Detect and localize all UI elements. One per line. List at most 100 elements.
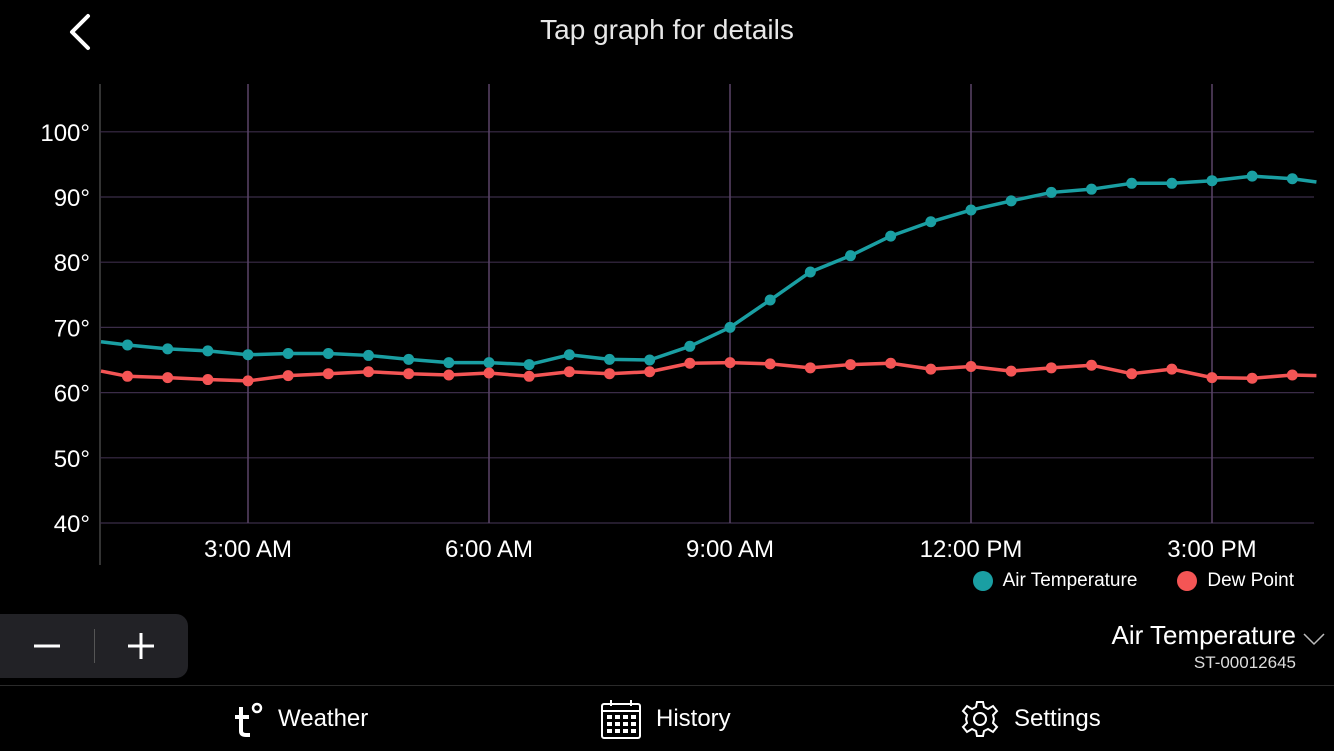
- data-point-air-temperature[interactable]: [202, 345, 214, 357]
- data-point-dew-point[interactable]: [684, 357, 696, 369]
- data-point-dew-point[interactable]: [1126, 368, 1138, 380]
- back-button[interactable]: [62, 10, 102, 54]
- data-point-dew-point[interactable]: [122, 370, 133, 382]
- data-point-air-temperature[interactable]: [1286, 173, 1298, 185]
- data-point-dew-point[interactable]: [1086, 359, 1097, 371]
- data-point-dew-point[interactable]: [724, 357, 736, 369]
- zoom-out-button[interactable]: [0, 614, 94, 678]
- data-point-dew-point[interactable]: [804, 362, 816, 374]
- data-point-dew-point[interactable]: [1246, 372, 1258, 384]
- data-point-dew-point[interactable]: [523, 370, 535, 382]
- data-point-air-temperature[interactable]: [403, 353, 415, 365]
- zoom-in-button[interactable]: [95, 614, 189, 678]
- calendar-icon: [601, 699, 641, 739]
- data-point-air-temperature[interactable]: [242, 349, 254, 361]
- data-point-dew-point[interactable]: [363, 366, 374, 378]
- data-point-dew-point[interactable]: [1005, 365, 1017, 377]
- nav-settings[interactable]: Settings: [960, 686, 1101, 751]
- data-point-air-temperature[interactable]: [1086, 183, 1097, 195]
- divider: [93, 629, 95, 663]
- page-title: Tap graph for details: [540, 14, 794, 45]
- data-point-air-temperature[interactable]: [604, 353, 615, 365]
- data-point-dew-point[interactable]: [885, 357, 897, 369]
- data-point-air-temperature[interactable]: [684, 340, 696, 352]
- data-point-air-temperature[interactable]: [1126, 177, 1138, 189]
- chart[interactable]: 100° 90° 80° 70° 60° 50° 40° 3:00 AM 6:00 AM 9:00…: [0, 70, 1334, 610]
- data-point-dew-point[interactable]: [845, 359, 856, 371]
- legend-item-air-temperature: Air Temperature: [972, 570, 1138, 592]
- nav-settings-label: Settings: [1014, 704, 1101, 732]
- x-tick-label: 3:00 PM: [1167, 536, 1256, 563]
- data-point-air-temperature[interactable]: [1206, 175, 1218, 187]
- data-point-air-temperature[interactable]: [1005, 195, 1017, 207]
- x-tick-label: 3:00 AM: [204, 536, 292, 563]
- data-point-dew-point[interactable]: [282, 370, 294, 382]
- data-point-dew-point[interactable]: [764, 358, 776, 370]
- metric-label: Air Temperature: [1111, 620, 1297, 650]
- x-tick-label: 9:00 AM: [686, 536, 774, 563]
- data-point-air-temperature[interactable]: [965, 204, 977, 216]
- legend-dot-air-temperature: [972, 571, 993, 591]
- data-point-air-temperature[interactable]: [925, 216, 937, 228]
- zoom-control: [0, 614, 188, 678]
- data-point-dew-point[interactable]: [965, 361, 977, 373]
- metric-selector[interactable]: Air Temperature ST-00012645: [1111, 620, 1325, 673]
- data-point-air-temperature[interactable]: [483, 357, 495, 369]
- data-point-dew-point[interactable]: [604, 368, 615, 380]
- bottom-navigation: Weather History Settings: [0, 685, 1334, 751]
- data-point-dew-point[interactable]: [1206, 372, 1218, 384]
- nav-history[interactable]: History: [600, 686, 731, 751]
- nav-weather-label: Weather: [278, 704, 369, 732]
- data-point-air-temperature[interactable]: [885, 230, 897, 242]
- data-point-air-temperature[interactable]: [724, 321, 736, 333]
- legend-item-dew-point: Dew Point: [1177, 570, 1294, 592]
- legend-label: Dew Point: [1207, 570, 1294, 591]
- data-point-air-temperature[interactable]: [764, 294, 776, 306]
- y-tick-label: 90°: [54, 185, 90, 212]
- data-point-air-temperature[interactable]: [644, 354, 656, 366]
- data-point-dew-point[interactable]: [403, 368, 415, 380]
- data-point-air-temperature[interactable]: [523, 359, 535, 371]
- data-point-dew-point[interactable]: [483, 367, 495, 379]
- data-point-dew-point[interactable]: [925, 363, 937, 375]
- nav-history-label: History: [656, 704, 731, 732]
- data-point-dew-point[interactable]: [644, 366, 656, 378]
- data-point-dew-point[interactable]: [1286, 369, 1298, 381]
- plus-icon: [128, 633, 155, 659]
- y-tick-label: 80°: [54, 250, 90, 277]
- data-point-air-temperature[interactable]: [162, 343, 174, 355]
- data-point-air-temperature[interactable]: [1246, 170, 1258, 182]
- data-point-air-temperature[interactable]: [563, 349, 575, 361]
- data-point-dew-point[interactable]: [162, 372, 174, 384]
- series-line-air-temperature: [100, 174, 1317, 367]
- y-tick-label: 50°: [54, 446, 90, 473]
- station-id: ST-00012645: [1193, 653, 1296, 672]
- gear-icon: [961, 700, 999, 737]
- chevron-left-icon: [70, 14, 90, 50]
- data-point-dew-point[interactable]: [242, 375, 254, 387]
- data-point-dew-point[interactable]: [1166, 363, 1178, 375]
- data-point-air-temperature[interactable]: [322, 347, 334, 359]
- data-point-dew-point[interactable]: [202, 374, 214, 386]
- minus-icon: [33, 644, 60, 648]
- data-point-air-temperature[interactable]: [1045, 186, 1057, 198]
- data-point-air-temperature[interactable]: [363, 349, 374, 361]
- chart-legend: Air Temperature Dew Point: [972, 570, 1294, 592]
- legend-label: Air Temperature: [1002, 570, 1138, 591]
- data-point-dew-point[interactable]: [322, 368, 334, 380]
- data-point-air-temperature[interactable]: [282, 347, 294, 359]
- legend-dot-dew-point: [1177, 571, 1198, 591]
- data-point-air-temperature[interactable]: [804, 266, 816, 278]
- y-tick-label: 60°: [54, 381, 90, 408]
- data-point-dew-point[interactable]: [1045, 362, 1057, 374]
- x-tick-label: 12:00 PM: [920, 536, 1023, 563]
- data-point-dew-point[interactable]: [563, 366, 575, 378]
- y-tick-label: 70°: [54, 315, 90, 342]
- data-point-air-temperature[interactable]: [122, 339, 133, 351]
- y-tick-label: 40°: [54, 511, 90, 538]
- data-point-air-temperature[interactable]: [1166, 177, 1178, 189]
- data-point-air-temperature[interactable]: [443, 357, 455, 369]
- data-point-dew-point[interactable]: [443, 369, 455, 381]
- nav-weather[interactable]: Weather: [232, 686, 368, 751]
- data-point-air-temperature[interactable]: [845, 250, 856, 262]
